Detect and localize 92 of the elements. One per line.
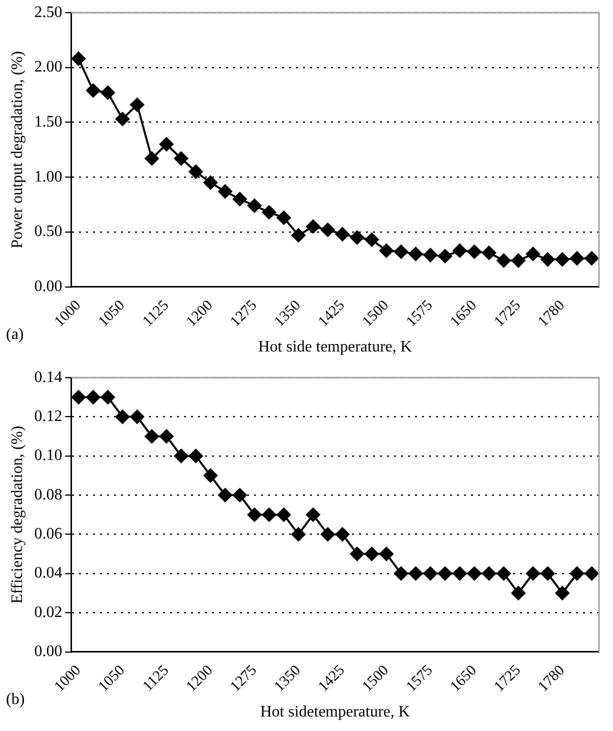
point (276, 508, 291, 522)
y-axis-title: Efficiency degradation, (%) (8, 426, 26, 604)
point (203, 468, 218, 483)
y-tick-label: 1.50 (34, 114, 62, 131)
point (570, 566, 584, 580)
point (130, 98, 144, 112)
y-tick-label: 1.00 (34, 168, 62, 186)
y-tick-label: 0.12 (34, 408, 62, 425)
point (218, 184, 232, 198)
point (188, 164, 203, 179)
point (423, 566, 438, 580)
point (116, 410, 130, 424)
point (570, 251, 584, 266)
point (511, 254, 526, 268)
point (86, 390, 100, 404)
point (350, 230, 364, 244)
point (159, 429, 174, 444)
point (555, 586, 570, 600)
point (218, 488, 232, 502)
point (306, 508, 320, 522)
point (496, 254, 511, 268)
x-axis-title: Hot side temperature, K (258, 338, 412, 356)
point (394, 566, 408, 580)
point (247, 198, 262, 213)
point (72, 52, 86, 66)
point (144, 152, 159, 166)
y-tick-label: 0.00 (34, 643, 62, 660)
point (335, 527, 350, 542)
point (262, 205, 276, 220)
point (306, 220, 320, 234)
point (188, 448, 203, 463)
point (86, 83, 100, 98)
text: (b) (6, 691, 25, 708)
text: (a) (6, 326, 24, 344)
point (467, 244, 482, 259)
point (423, 248, 438, 262)
point (174, 448, 188, 463)
point (526, 566, 540, 580)
point (350, 546, 364, 561)
point (203, 176, 218, 190)
point (100, 86, 115, 100)
point (482, 246, 496, 260)
point (144, 429, 159, 444)
point (72, 390, 86, 404)
y-tick-label: 0.00 (34, 278, 62, 296)
y-tick-label: 2.00 (34, 58, 62, 76)
point (262, 508, 276, 522)
y-tick-label: 0.14 (34, 368, 62, 386)
point (394, 244, 408, 259)
y-tick-label: 0.04 (34, 564, 62, 582)
point (232, 192, 247, 206)
y-tick-label: 2.50 (34, 4, 62, 21)
point (408, 566, 423, 580)
point (408, 246, 423, 261)
point (467, 566, 482, 580)
point (452, 566, 467, 580)
y-tick-label: 0.08 (34, 486, 62, 504)
point (159, 137, 174, 152)
point (526, 246, 540, 261)
point (291, 527, 306, 542)
y-tick-label: 0.50 (34, 223, 62, 240)
point (335, 227, 350, 242)
point (116, 112, 130, 126)
point (291, 228, 306, 242)
point (100, 390, 115, 404)
point (496, 566, 511, 580)
point (482, 566, 496, 580)
point (232, 488, 247, 502)
point (364, 546, 379, 561)
point (320, 527, 335, 542)
x-axis-title: Hot sidetemperature, K (260, 704, 410, 721)
point (540, 252, 555, 266)
point (320, 222, 335, 237)
point (276, 210, 291, 225)
y-axis-title: Power output degradation, (%) (8, 51, 26, 248)
point (379, 546, 394, 561)
point (452, 244, 467, 258)
y-tick-label: 0.02 (34, 604, 62, 621)
point (247, 508, 262, 522)
point (555, 252, 570, 266)
point (379, 244, 394, 258)
point (584, 251, 599, 266)
point (438, 249, 452, 264)
point (130, 410, 144, 424)
y-tick-label: 0.10 (34, 447, 62, 464)
point (438, 566, 452, 580)
y-tick-label: 0.06 (34, 526, 62, 543)
point (540, 566, 555, 580)
point (511, 586, 526, 600)
point (174, 152, 188, 166)
point (584, 566, 599, 580)
point (364, 232, 379, 247)
